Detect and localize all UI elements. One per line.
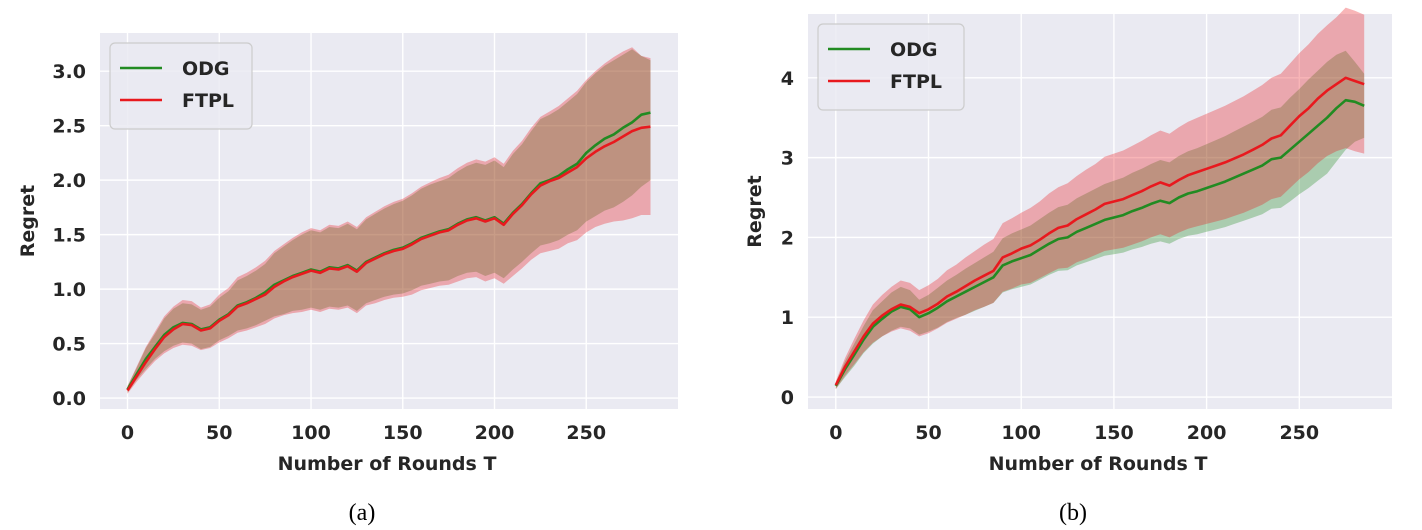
x-tick-label: 0	[121, 422, 134, 444]
legend-label-ftpl: FTPL	[182, 90, 234, 112]
y-tick-label: 2.5	[52, 116, 86, 138]
band-ftpl	[835, 7, 1365, 390]
x-tick-label: 50	[206, 422, 232, 444]
y-tick-label: 0	[781, 387, 794, 409]
x-axis-label: Number of Rounds T	[278, 453, 497, 475]
x-tick-label: 100	[291, 422, 331, 444]
line-ftpl	[126, 125, 651, 392]
y-tick-label: 4	[781, 68, 794, 90]
x-tick-label: 0	[829, 422, 842, 444]
x-tick-label: 100	[1001, 422, 1041, 444]
x-tick-label: 250	[1279, 422, 1319, 444]
legend: ODG FTPL	[109, 42, 253, 130]
legend-label-ftpl: FTPL	[890, 71, 942, 93]
band-odg	[835, 50, 1365, 390]
y-tick-label: 3.0	[52, 61, 86, 83]
y-tick-label: 2	[781, 227, 794, 249]
y-tick-label: 0.0	[52, 388, 86, 410]
y-axis-label: Regret	[17, 185, 39, 257]
band-ftpl	[127, 47, 651, 394]
legend-box	[817, 23, 965, 111]
x-axis-label: Number of Rounds T	[989, 453, 1208, 475]
line-odg	[834, 98, 1365, 387]
y-tick-label: 1	[781, 307, 794, 329]
line-ftpl	[834, 76, 1365, 386]
chart-a: 0 50 100 150 200 250 0.0 0.5 1.0 1.5 2.0 2.5 3.0 Numb…	[17, 33, 678, 526]
y-tick-label: 3	[781, 148, 794, 170]
y-tick-label: 2.0	[52, 170, 86, 192]
panel-b: 0 50 100 150 200 250 0 1 2 3 4 Number of Rounds T Re…	[711, 0, 1422, 530]
y-tick-label: 1.5	[52, 225, 86, 247]
x-tick-label: 250	[566, 422, 606, 444]
legend-label-odg: ODG	[182, 58, 230, 80]
panel-a: 0 50 100 150 200 250 0.0 0.5 1.0 1.5 2.0 2.5 3.0 Numb…	[17, 33, 678, 526]
y-axis-label: Regret	[744, 175, 766, 247]
x-tick-label: 200	[1187, 422, 1227, 444]
y-tick-label: 1.0	[52, 279, 86, 301]
legend-box	[109, 42, 253, 130]
legend-label-odg: ODG	[890, 39, 938, 61]
y-tick-label: 0.5	[52, 334, 86, 356]
x-tick-label: 150	[383, 422, 423, 444]
legend: ODG FTPL	[817, 23, 965, 111]
x-tick-label: 200	[475, 422, 515, 444]
band-odg	[127, 49, 651, 393]
x-tick-label: 50	[915, 422, 941, 444]
panel-caption: (a)	[349, 500, 376, 526]
chart-b: 0 50 100 150 200 250 0 1 2 3 4 Number of Rounds T Re…	[744, 7, 1392, 526]
x-tick-label: 150	[1094, 422, 1134, 444]
panel-caption: (b)	[1059, 500, 1087, 526]
